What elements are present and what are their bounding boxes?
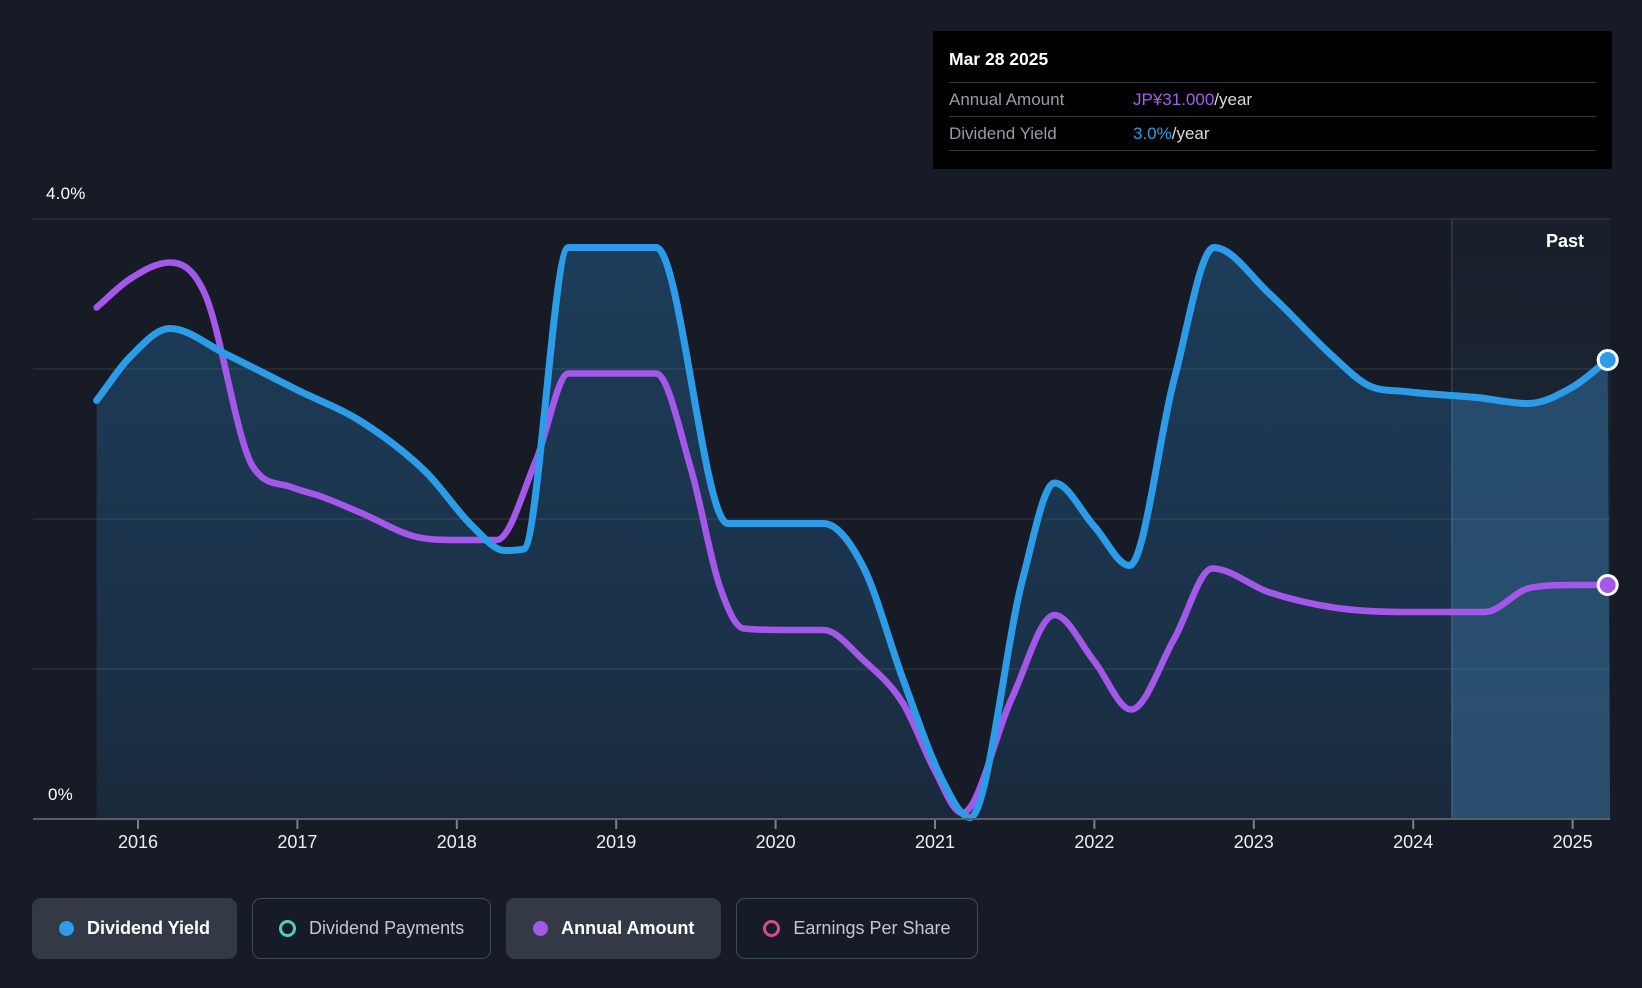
past-region-label: Past	[1546, 231, 1585, 251]
legend-button-label: Dividend Yield	[87, 918, 211, 938]
x-axis-year-label: 2019	[596, 832, 637, 852]
tooltip-row-suffix: /year	[1171, 123, 1210, 143]
x-axis-year-label: 2018	[436, 832, 477, 852]
y-axis-bottom-label: 0%	[48, 785, 73, 804]
tooltip-row: Dividend Yield 3.0%/year	[949, 116, 1596, 151]
tooltip-row-label: Dividend Yield	[949, 123, 1057, 143]
tooltip-row-label: Annual Amount	[949, 89, 1065, 109]
legend-button-label: Earnings Per Share	[793, 918, 951, 938]
tooltip-row-suffix: /year	[1214, 89, 1253, 109]
legend-button-earnings-per-share[interactable]: Earnings Per Share	[736, 898, 978, 959]
tooltip-date: Mar 28 2025	[949, 49, 1049, 69]
tooltip-row-value: JP¥31.000	[1133, 89, 1215, 109]
legend-button-label: Dividend Payments	[309, 918, 465, 938]
legend-button-label: Annual Amount	[561, 918, 695, 938]
x-axis-year-label: 2022	[1074, 832, 1115, 852]
series-endpoint-marker-annual-amount	[1596, 574, 1619, 596]
x-axis-labels: 2016 2017 2018 2019 2020 2021 2022 2023 2024 2025	[0, 832, 1642, 858]
y-axis-top-label: 4.0%	[46, 184, 86, 203]
chart-legend: Dividend Yield Dividend Payments Annual Am…	[32, 898, 978, 959]
x-axis-year-label: 2017	[277, 832, 318, 852]
x-axis-year-label: 2020	[755, 832, 796, 852]
series-endpoint-marker-dividend-yield	[1596, 349, 1619, 371]
legend-button-dividend-yield[interactable]: Dividend Yield	[32, 898, 238, 959]
series-line-dividend-yield	[93, 244, 1612, 821]
filled-dot-icon	[533, 921, 549, 936]
ring-icon	[763, 920, 781, 937]
legend-button-dividend-payments[interactable]: Dividend Payments	[252, 898, 492, 959]
tooltip-row: Annual Amount JP¥31.000/year	[949, 82, 1596, 116]
legend-button-annual-amount[interactable]: Annual Amount	[506, 898, 722, 959]
series-line-annual-amount	[93, 259, 1611, 817]
filled-dot-icon	[59, 921, 74, 936]
x-axis-year-label: 2023	[1233, 832, 1274, 852]
tooltip-row-value: 3.0%	[1133, 123, 1172, 143]
x-axis-year-label: 2016	[117, 832, 159, 852]
ring-icon	[279, 920, 297, 937]
x-axis-year-label: 2025	[1552, 832, 1593, 852]
x-axis-year-label: 2021	[914, 832, 956, 852]
x-axis-year-label: 2024	[1393, 832, 1434, 852]
dividend-yield-area	[96, 247, 1611, 818]
chart-tooltip: Mar 28 2025 Annual Amount JP¥31.000/year D…	[933, 31, 1612, 169]
